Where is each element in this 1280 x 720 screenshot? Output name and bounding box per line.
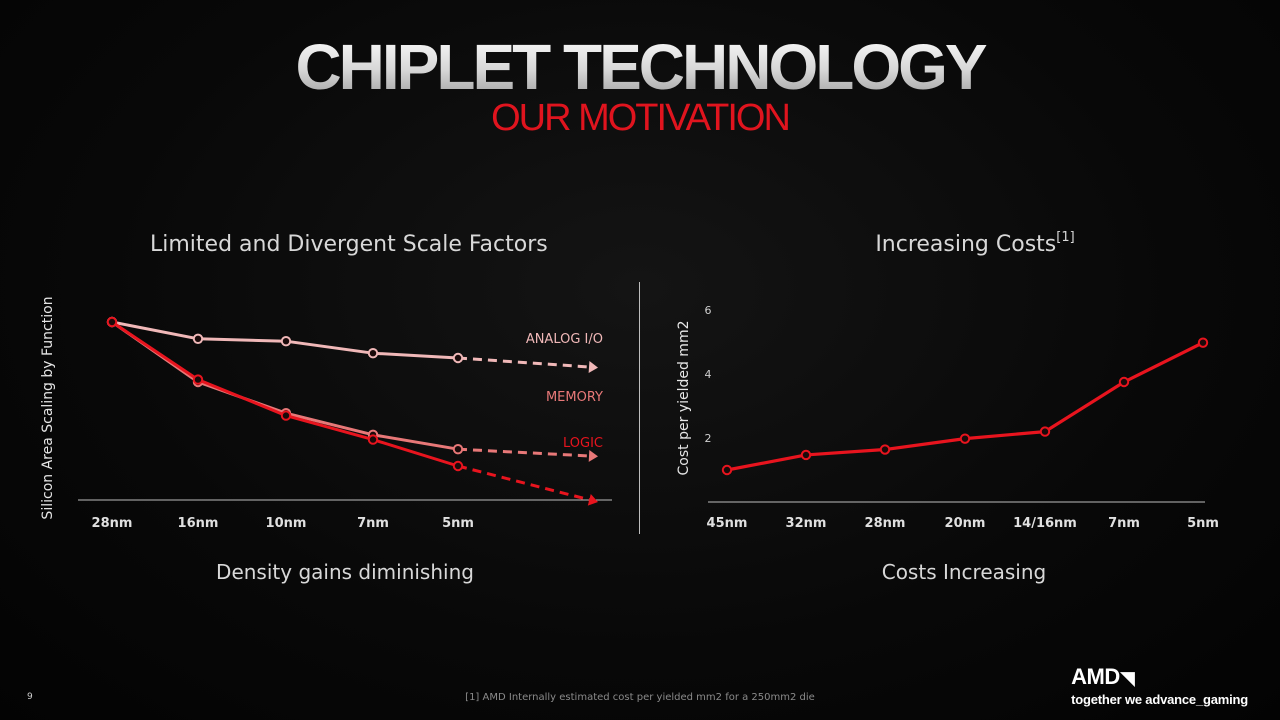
amd-arrow-icon: ◥: [1120, 668, 1135, 688]
cost-point-14-16nm: [1039, 426, 1051, 437]
cost-point-20nm: [959, 433, 971, 444]
cost-point-32nm: [800, 449, 812, 461]
series-memory-arrowhead: [588, 449, 598, 462]
page-number: 9: [27, 692, 33, 702]
series-analog-i-o-point-10nm: [280, 336, 292, 347]
series-logic-projection: [457, 464, 590, 502]
right-x-tick-45nm: 45nm: [707, 516, 748, 531]
left-y-axis-label: Silicon Area Scaling by Function: [40, 296, 56, 519]
series-logic-point-7nm: [367, 434, 379, 445]
right-y-tick-4: 4: [705, 368, 712, 381]
right-x-tick-14-16nm: 14/16nm: [1013, 516, 1077, 531]
amd-brand: AMD◥ together we advance_gaming: [1071, 666, 1248, 708]
right-panel-caption: Costs Increasing: [881, 560, 1047, 584]
cost-point-45nm: [721, 464, 733, 476]
right-panel-title-superscript: [1]: [1056, 230, 1075, 245]
right-x-tick-5nm: 5nm: [1187, 516, 1219, 531]
amd-logo-text: AMD: [1071, 664, 1120, 689]
series-memory-label: MEMORY: [546, 390, 603, 405]
series-logic-point-10nm: [280, 410, 292, 421]
series-analog-i-o-point-5nm: [452, 352, 464, 364]
right-y-tick-6: 6: [705, 304, 712, 317]
series-logic-point-16nm: [192, 374, 204, 385]
amd-logo: AMD◥: [1071, 666, 1248, 689]
left-panel-caption: Density gains diminishing: [216, 560, 474, 584]
right-x-tick-28nm: 28nm: [865, 516, 906, 531]
right-x-tick-20nm: 20nm: [945, 516, 986, 531]
cost-point-7nm: [1118, 376, 1130, 388]
right-panel-title: Increasing Costs[1]: [860, 230, 1090, 257]
series-memory-projection: [457, 447, 590, 458]
right-y-axis-label: Cost per yielded mm2: [676, 321, 692, 476]
series-logic-arrowhead: [587, 493, 598, 506]
slide-subtitle: OUR MOTIVATION: [491, 97, 791, 139]
right-x-tick-7nm: 7nm: [1108, 516, 1140, 531]
series-analog-i-o-point-16nm: [192, 333, 204, 344]
left-panel-title: Limited and Divergent Scale Factors: [150, 232, 548, 257]
left-x-tick-10nm: 10nm: [266, 516, 307, 531]
cost-point-28nm: [879, 444, 891, 455]
series-analog-i-o-arrowhead: [588, 360, 598, 373]
brand-tagline: together we advance_gaming: [1071, 692, 1248, 707]
series-logic-point-5nm: [452, 460, 464, 472]
right-y-tick-2: 2: [705, 432, 712, 445]
series-memory-point-5nm: [452, 444, 464, 455]
series-logic-point-28nm: [106, 316, 118, 328]
right-x-tick-32nm: 32nm: [786, 516, 827, 531]
series-analog-i-o-label: ANALOG I/O: [526, 332, 603, 347]
left-x-tick-7nm: 7nm: [357, 516, 389, 531]
left-x-tick-28nm: 28nm: [92, 516, 133, 531]
series-analog-i-o-point-7nm: [367, 348, 379, 359]
cost-point-5nm: [1197, 337, 1209, 348]
series-logic-label: LOGIC: [563, 436, 603, 451]
right-panel-title-text: Increasing Costs: [875, 232, 1057, 257]
left-x-tick-5nm: 5nm: [442, 516, 474, 531]
slide-title: CHIPLET TECHNOLOGY: [0, 32, 1280, 102]
footnote: [1] AMD Internally estimated cost per yi…: [465, 692, 815, 703]
cost-series-line: [726, 341, 1204, 472]
left-x-tick-16nm: 16nm: [178, 516, 219, 531]
series-analog-i-o-projection: [457, 356, 590, 369]
panel-divider: [639, 282, 640, 534]
